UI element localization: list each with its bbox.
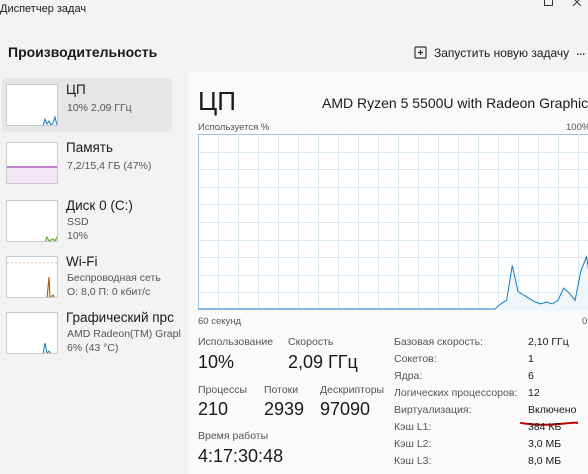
l2-cache-label: Кэш L2:: [394, 438, 432, 450]
base-speed-label: Базовая скорость:: [394, 336, 483, 348]
sidebar-item-label: ЦП: [66, 82, 86, 97]
l1-cache-label: Кэш L1:: [394, 421, 432, 433]
cores-label: Ядра:: [394, 370, 423, 382]
processes-value: 210: [198, 399, 229, 419]
disk-thumbnail-graph: [6, 200, 58, 242]
threads-value: 2939: [264, 399, 305, 419]
sidebar-item-detail-2: О: 8,0 П: 0 кбит/с: [67, 286, 151, 298]
usage-label: Использование: [198, 336, 274, 348]
run-new-task-button[interactable]: Запустить новую задачу: [414, 43, 569, 63]
sidebar-item-label: Память: [66, 140, 114, 155]
sidebar-item-memory[interactable]: Память 7,2/15,4 ГБ (47%): [0, 136, 188, 190]
cpu-model-name: AMD Ryzen 5 5500U with Radeon Graphics: [322, 95, 588, 111]
l2-cache-value: 3,0 МБ: [528, 438, 562, 450]
uptime-value: 4:17:30:48: [198, 446, 284, 466]
sidebar-item-detail-2: 10%: [67, 230, 89, 242]
logical-processors-value: 12: [528, 387, 540, 399]
sidebar-item-detail: SSD: [67, 216, 89, 228]
usage-value: 10%: [198, 352, 235, 372]
handles-label: Дескрипторы: [320, 384, 385, 396]
cpu-usage-area: [198, 256, 588, 310]
speed-value: 2,09 ГГц: [288, 352, 358, 372]
sidebar-item-gpu[interactable]: Графический прс AMD Radeon(TM) Grapl 6% …: [0, 306, 188, 360]
threads-label: Потоки: [264, 384, 299, 396]
page-title: Производительность: [8, 44, 158, 60]
graph-grid: [198, 134, 588, 310]
utilization-max-label: 100%: [566, 122, 588, 133]
base-speed-value: 2,10 ГГц: [528, 336, 569, 348]
cpu-title: ЦП: [198, 86, 236, 116]
sidebar: ЦП 10% 2,09 ГГц Память 7,2/15,4 ГБ (47%)…: [0, 72, 188, 474]
logical-processors-label: Логических процессоров:: [394, 387, 518, 399]
l3-cache-label: Кэш L3:: [394, 455, 432, 467]
l3-cache-value: 8,0 МБ: [528, 455, 562, 467]
more-options-button[interactable]: ...: [576, 42, 586, 58]
run-new-task-label: Запустить новую задачу: [434, 46, 570, 60]
title-bar: Диспетчер задач: [0, 0, 588, 24]
uptime-label: Время работы: [198, 430, 269, 442]
cpu-detail-panel: ЦП AMD Ryzen 5 5500U with Radeon Graphic…: [188, 72, 588, 474]
close-icon: [572, 0, 582, 6]
sidebar-item-detail: Беспроводная сеть: [67, 272, 161, 284]
cpu-usage-line: [198, 254, 588, 310]
sidebar-item-detail-2: 6% (43 °C): [67, 342, 119, 354]
sidebar-item-cpu[interactable]: ЦП 10% 2,09 ГГц: [2, 78, 172, 132]
virtualization-underline: [520, 421, 578, 426]
maximize-button[interactable]: [538, 0, 570, 14]
sidebar-item-label: Графический прс: [66, 310, 174, 325]
sidebar-item-label: Диск 0 (C:): [66, 198, 133, 213]
wifi-thumbnail-graph: [6, 256, 58, 298]
handles-value: 97090: [320, 399, 371, 419]
l1-cache-value: 384 КБ: [528, 421, 562, 433]
cpu-utilization-graph: [198, 134, 588, 310]
memory-thumbnail-graph: [6, 142, 58, 184]
speed-label: Скорость: [288, 336, 334, 348]
sockets-value: 1: [528, 353, 534, 365]
maximize-icon: [544, 0, 553, 6]
virtualization-label: Виртуализация:: [394, 404, 472, 416]
cpu-thumbnail-graph: [6, 84, 58, 126]
sidebar-item-wifi[interactable]: Wi-Fi Беспроводная сеть О: 8,0 П: 0 кбит…: [0, 250, 188, 304]
sidebar-item-detail: 7,2/15,4 ГБ (47%): [67, 160, 152, 172]
close-button[interactable]: [568, 0, 588, 14]
sidebar-item-detail: AMD Radeon(TM) Grapl: [67, 328, 181, 340]
page-header: Производительность Запустить новую задач…: [0, 24, 588, 72]
time-axis-label: 60 секунд: [198, 316, 242, 327]
window-title: Диспетчер задач: [0, 3, 87, 15]
run-task-icon: [414, 46, 427, 59]
utilization-label: Используется %: [198, 122, 270, 133]
sidebar-item-detail: 10% 2,09 ГГц: [67, 102, 132, 114]
virtualization-value: Включено: [528, 404, 577, 416]
sockets-label: Сокетов:: [394, 353, 437, 365]
sidebar-item-disk[interactable]: Диск 0 (C:) SSD 10%: [0, 194, 188, 248]
time-axis-zero: 0: [582, 316, 588, 327]
sidebar-item-label: Wi-Fi: [66, 254, 98, 269]
cores-value: 6: [528, 370, 534, 382]
gpu-thumbnail-graph: [6, 312, 58, 354]
processes-label: Процессы: [198, 384, 248, 396]
